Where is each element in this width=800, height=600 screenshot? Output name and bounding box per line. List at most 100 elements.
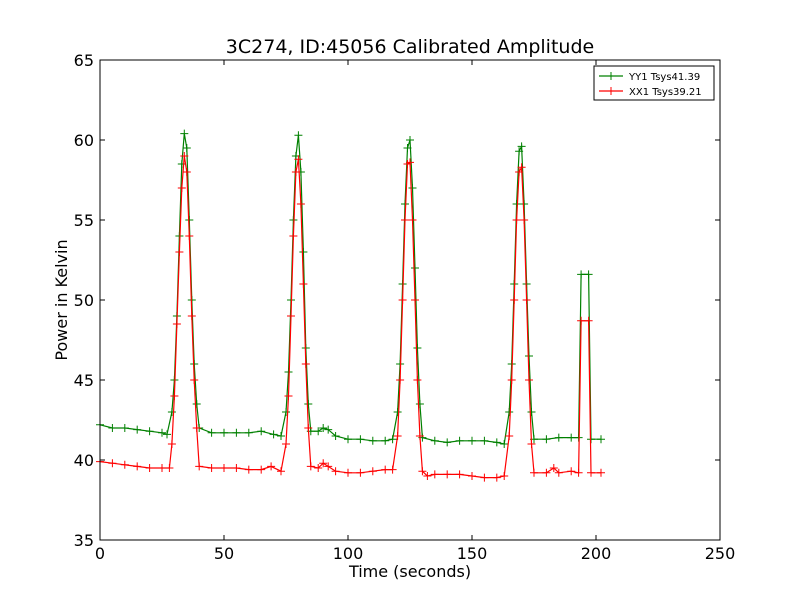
data-point-0-79 bbox=[577, 270, 586, 279]
data-point-1-68 bbox=[512, 216, 521, 224]
data-point-1-19 bbox=[207, 464, 216, 472]
data-point-1-69 bbox=[515, 168, 524, 176]
data-point-1-46 bbox=[393, 432, 402, 440]
data-point-1-60 bbox=[455, 470, 464, 479]
data-point-1-63 bbox=[492, 473, 501, 482]
data-point-1-70 bbox=[517, 163, 526, 172]
data-point-0-5 bbox=[158, 428, 166, 437]
data-point-1-36 bbox=[306, 462, 315, 471]
data-point-1-7 bbox=[167, 440, 176, 448]
data-point-0-67 bbox=[512, 200, 521, 208]
data-point-0-69 bbox=[517, 142, 526, 151]
data-point-0-19 bbox=[207, 428, 216, 437]
y-axis-label: Power in Kelvin bbox=[52, 239, 71, 360]
data-point-1-34 bbox=[301, 360, 310, 368]
data-point-1-73 bbox=[525, 376, 533, 384]
data-point-1-82 bbox=[584, 316, 593, 325]
data-point-0-33 bbox=[299, 248, 308, 256]
data-point-0-2 bbox=[120, 424, 129, 432]
data-point-1-59 bbox=[443, 470, 452, 479]
data-point-0-68 bbox=[515, 147, 524, 156]
data-point-0-1 bbox=[108, 424, 117, 432]
x-tick-label-3: 150 bbox=[457, 544, 488, 563]
data-point-0-55 bbox=[415, 400, 424, 408]
data-point-1-31 bbox=[294, 155, 303, 164]
data-point-1-67 bbox=[510, 296, 519, 304]
data-point-1-22 bbox=[244, 465, 253, 474]
data-point-1-5 bbox=[158, 464, 166, 472]
data-point-1-71 bbox=[520, 216, 529, 224]
data-point-0-7 bbox=[167, 408, 176, 416]
legend-marker-1 bbox=[607, 87, 615, 95]
data-point-0-73 bbox=[527, 408, 536, 416]
data-point-0-31 bbox=[294, 131, 303, 140]
data-point-1-74 bbox=[527, 440, 536, 448]
data-point-1-49 bbox=[401, 216, 409, 224]
x-tick-label-5: 250 bbox=[705, 544, 736, 563]
data-point-1-52 bbox=[408, 216, 417, 224]
data-point-1-43 bbox=[368, 467, 377, 476]
data-point-0-43 bbox=[368, 436, 377, 445]
data-point-1-48 bbox=[398, 296, 407, 304]
data-point-1-53 bbox=[411, 296, 419, 304]
data-point-1-20 bbox=[220, 464, 228, 472]
data-point-0-40 bbox=[331, 432, 340, 440]
data-point-1-83 bbox=[587, 468, 595, 477]
data-point-1-12 bbox=[180, 152, 189, 160]
data-point-1-8 bbox=[170, 392, 179, 400]
data-point-0-13 bbox=[182, 144, 191, 152]
data-point-0-3 bbox=[133, 425, 142, 434]
data-point-1-72 bbox=[522, 296, 531, 304]
data-point-0-46 bbox=[393, 408, 402, 416]
data-point-1-80 bbox=[574, 468, 583, 477]
data-point-1-64 bbox=[500, 472, 509, 480]
y-tick-label-6: 65 bbox=[74, 51, 94, 70]
data-point-0-72 bbox=[525, 352, 533, 360]
data-point-0-63 bbox=[500, 440, 509, 448]
data-point-1-42 bbox=[356, 468, 365, 477]
data-point-0-27 bbox=[284, 368, 293, 376]
y-tick-label-4: 55 bbox=[74, 211, 94, 230]
legend: YY1 Tsys41.39 XX1 Tsys39.21 bbox=[593, 65, 715, 101]
data-point-0-50 bbox=[403, 144, 412, 152]
data-point-1-3 bbox=[133, 462, 142, 471]
x-tick-label-1: 50 bbox=[214, 544, 234, 563]
data-point-1-21 bbox=[232, 464, 241, 472]
data-point-1-45 bbox=[388, 465, 397, 474]
data-point-0-82 bbox=[597, 435, 605, 444]
data-point-0-77 bbox=[567, 433, 576, 442]
y-tick-label-3: 50 bbox=[74, 291, 94, 310]
data-point-1-11 bbox=[177, 184, 186, 192]
data-point-0-58 bbox=[443, 438, 452, 447]
data-point-1-54 bbox=[413, 376, 422, 384]
y-tick-label-0: 35 bbox=[74, 531, 94, 550]
data-point-1-24 bbox=[267, 462, 276, 471]
data-point-0-41 bbox=[344, 435, 352, 444]
data-point-0-64 bbox=[505, 408, 514, 416]
data-point-0-44 bbox=[381, 436, 390, 445]
data-point-0-35 bbox=[304, 400, 313, 408]
plot-frame bbox=[99, 59, 721, 541]
data-point-1-57 bbox=[423, 472, 432, 480]
data-point-0-11 bbox=[177, 160, 186, 168]
data-point-1-40 bbox=[331, 467, 340, 476]
data-point-1-16 bbox=[190, 376, 199, 384]
data-point-1-61 bbox=[468, 472, 476, 480]
data-point-0-59 bbox=[455, 436, 464, 445]
x-axis-label: Time (seconds) bbox=[348, 562, 471, 581]
data-point-1-32 bbox=[296, 200, 305, 208]
data-point-1-35 bbox=[304, 424, 313, 432]
data-point-1-76 bbox=[542, 468, 551, 477]
legend-label-1: XX1 Tsys39.21 bbox=[629, 87, 702, 98]
data-point-1-17 bbox=[192, 424, 201, 432]
data-point-0-25 bbox=[277, 432, 285, 440]
data-point-1-75 bbox=[530, 468, 538, 477]
data-point-1-10 bbox=[175, 248, 184, 256]
data-point-0-70 bbox=[520, 200, 529, 208]
data-point-1-41 bbox=[344, 468, 352, 477]
data-point-1-66 bbox=[507, 376, 516, 384]
data-point-1-4 bbox=[145, 464, 154, 472]
data-point-1-62 bbox=[480, 473, 489, 482]
data-point-0-21 bbox=[232, 428, 241, 437]
data-point-1-78 bbox=[554, 468, 563, 477]
